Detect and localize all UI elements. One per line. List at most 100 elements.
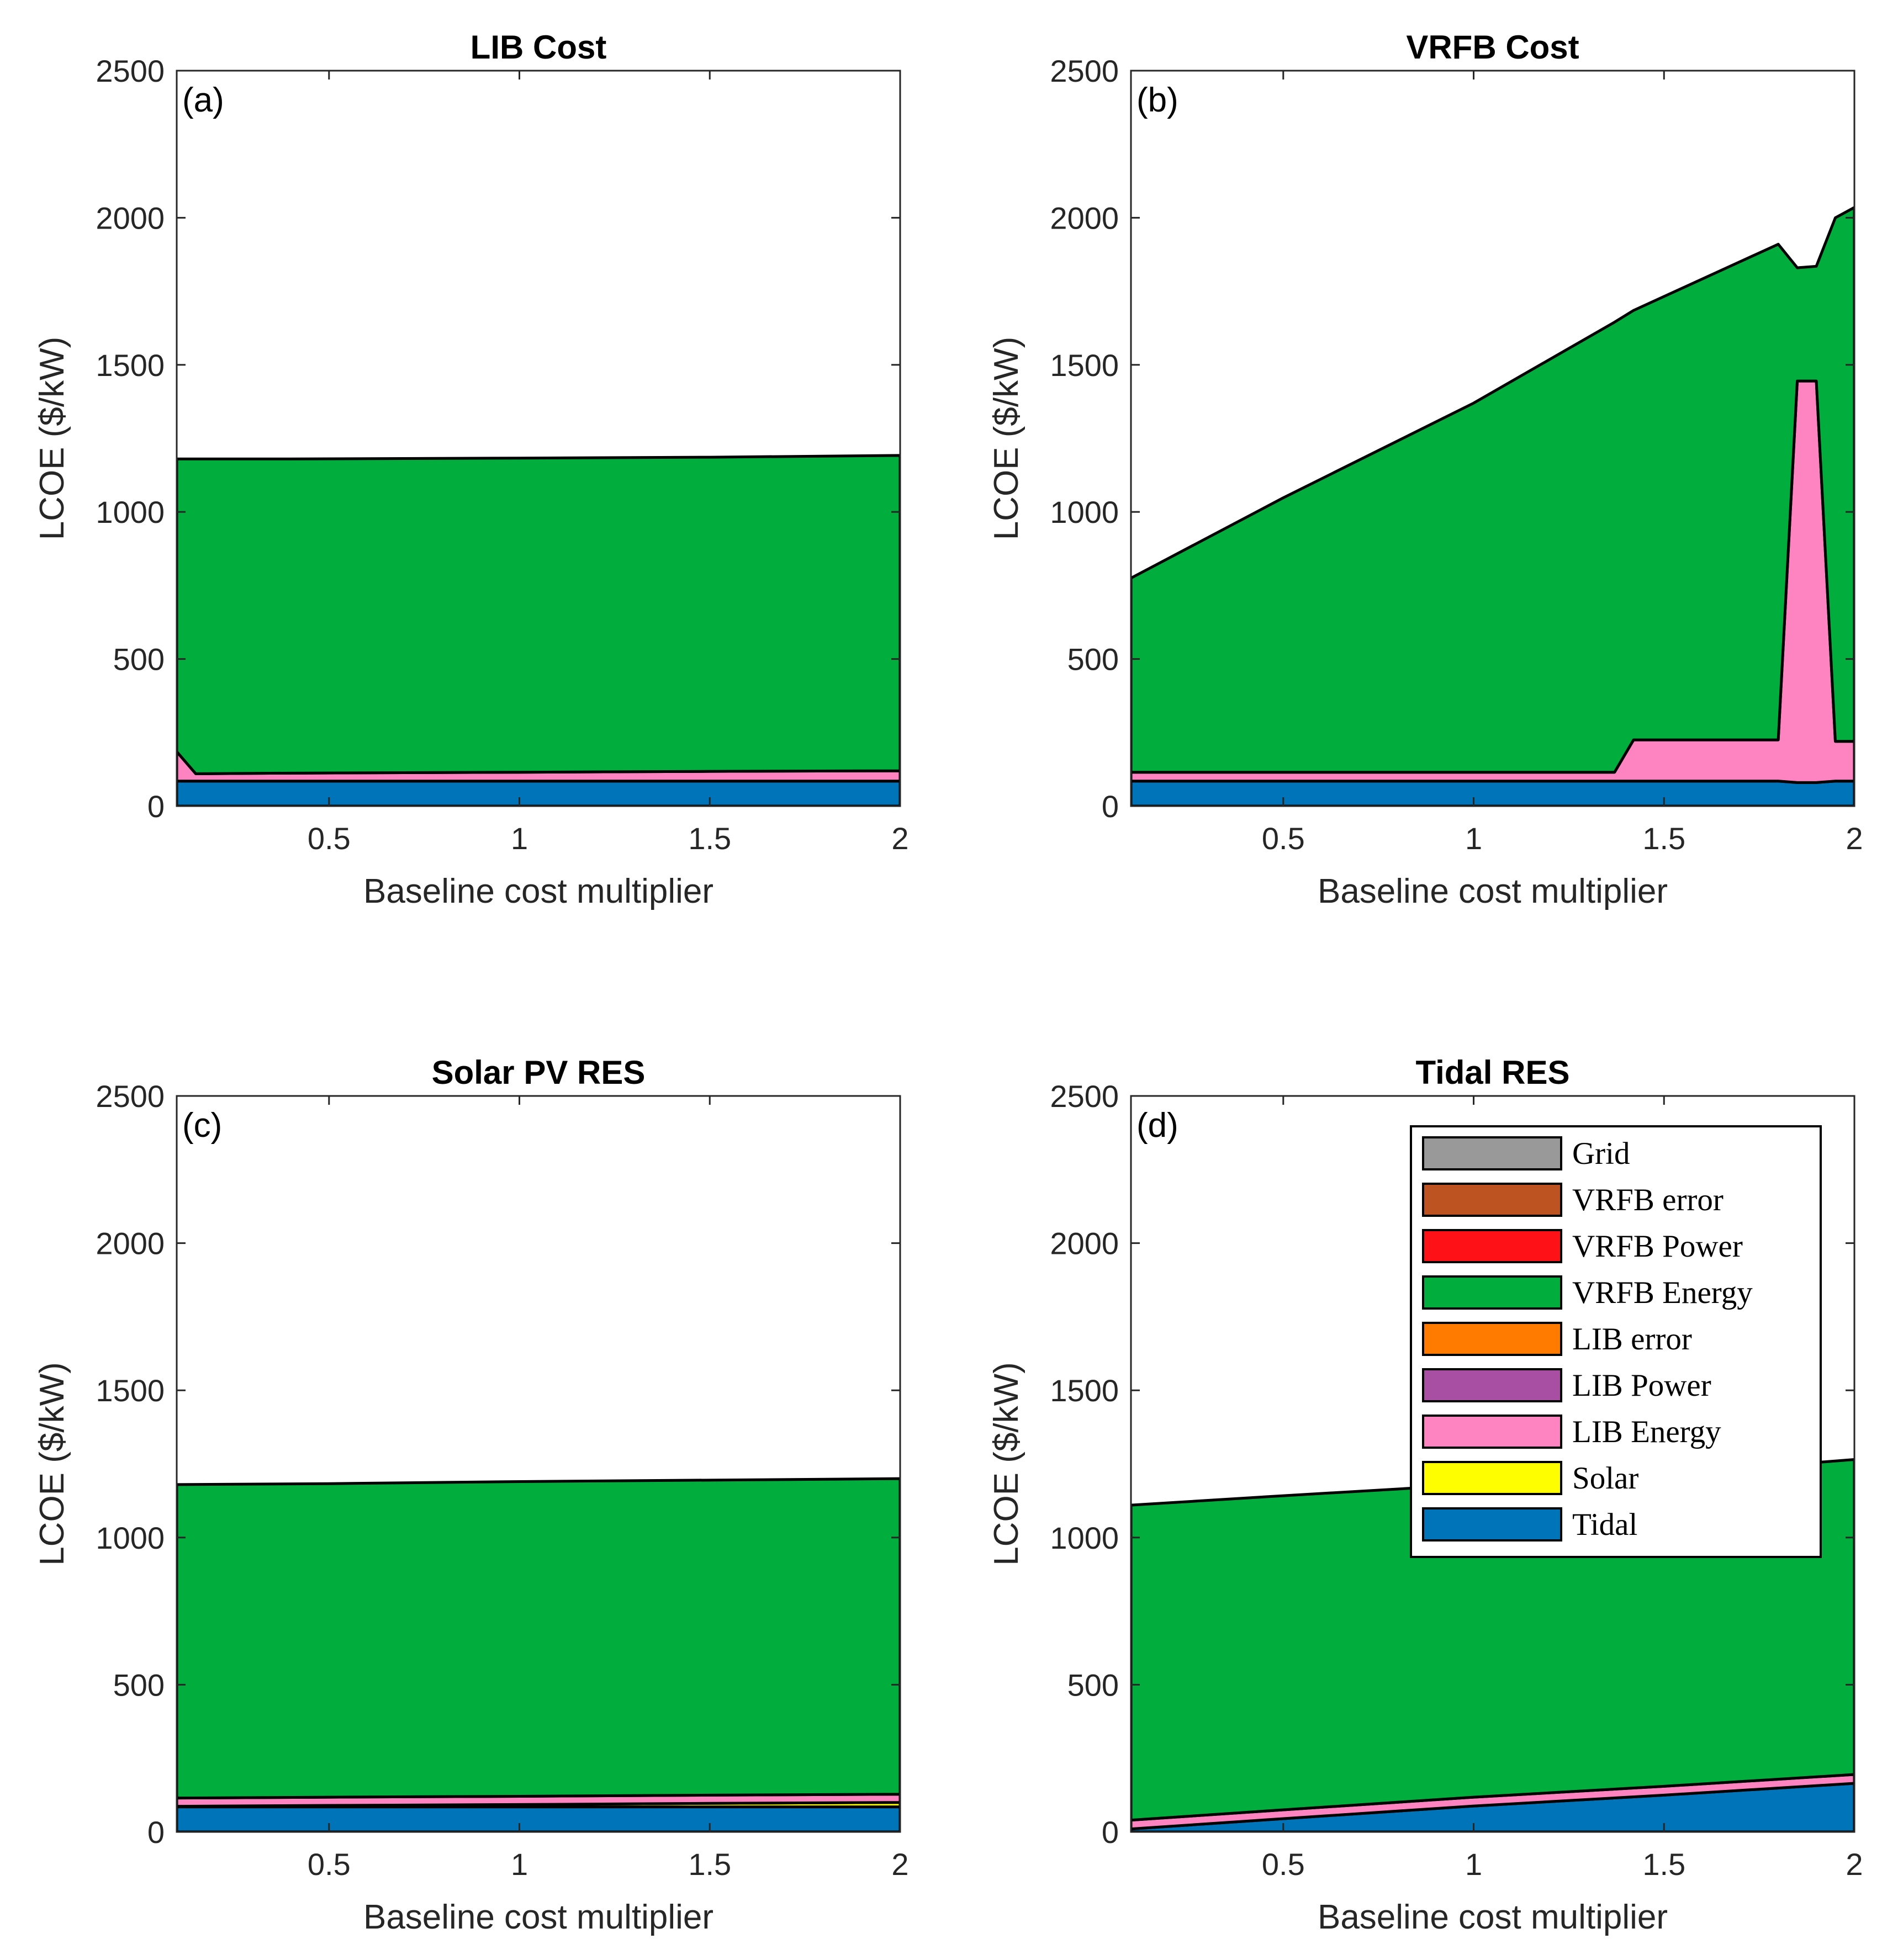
area-vrfb-energy (177, 1477, 900, 1800)
legend-label: VRFB Energy (1572, 1275, 1753, 1310)
legend-item-vrfb-error: VRFB error (1422, 1183, 1724, 1217)
legend-label: Grid (1572, 1136, 1630, 1171)
chart-panel-lib-cost: 0 500 1000 1500 2000 2500 0.5 1 1.5 2 LIB Cost (a) B… (33, 29, 909, 910)
x-tick-label: 1 (1465, 1847, 1482, 1882)
x-tick-label: 2 (891, 821, 908, 856)
legend-item-lib-power: LIB Power (1422, 1368, 1711, 1403)
axes-box (1130, 70, 1855, 807)
x-axis-label: Baseline cost multiplier (1318, 1898, 1668, 1936)
axes-box (1130, 1095, 1855, 1833)
y-axis-label: LCOE ($/kW) (33, 1362, 71, 1566)
x-axis-label: Baseline cost multiplier (1318, 872, 1668, 910)
area-vrfb-energy (1131, 206, 1854, 774)
legend-label: VRFB Power (1572, 1229, 1743, 1264)
legend-item-vrfb-energy: VRFB Energy (1422, 1275, 1753, 1310)
legend-swatch (1422, 1275, 1562, 1310)
legend-item-tidal: Tidal (1422, 1507, 1637, 1542)
area-vrfb-energy (177, 454, 900, 775)
legend: Grid VRFB error VRFB Power VRFB Energy LIB e… (1410, 1125, 1822, 1558)
y-tick-label: 1500 (96, 348, 165, 383)
x-tick-label: 1.5 (688, 821, 731, 856)
area-tidal (177, 1805, 900, 1832)
axes-box (176, 1095, 901, 1833)
x-tick-label: 0.5 (308, 1847, 351, 1882)
x-tick-label: 1 (1465, 821, 1482, 856)
axes-box (176, 70, 901, 807)
y-tick-label: 1500 (1050, 1373, 1119, 1408)
legend-swatch (1422, 1322, 1562, 1356)
legend-item-lib-error: LIB error (1422, 1322, 1692, 1357)
y-tick-label: 2500 (96, 1079, 165, 1114)
legend-item-lib-energy: LIB Energy (1422, 1415, 1721, 1449)
y-tick-label: 1000 (96, 495, 165, 529)
panel-label: (d) (1136, 1106, 1178, 1145)
y-tick-label: 2000 (96, 200, 165, 235)
legend-swatch (1422, 1368, 1562, 1402)
y-tick-label: 2000 (1050, 1226, 1119, 1261)
x-tick-label: 1.5 (688, 1847, 731, 1882)
stacked-areas (177, 1477, 900, 1832)
x-tick-label: 2 (891, 1847, 908, 1882)
x-tick-label: 0.5 (1262, 1847, 1305, 1882)
y-axis-label: LCOE ($/kW) (987, 337, 1025, 541)
legend-swatch (1422, 1415, 1562, 1449)
legend-label: Solar (1572, 1461, 1638, 1496)
legend-label: LIB error (1572, 1322, 1692, 1357)
legend-label: LIB Energy (1572, 1415, 1721, 1449)
x-tick-label: 2 (1846, 821, 1863, 856)
y-tick-label: 1000 (1050, 1521, 1119, 1555)
legend-swatch (1422, 1136, 1562, 1170)
x-axis-label: Baseline cost multiplier (363, 1898, 713, 1936)
y-tick-label: 2500 (1050, 1079, 1119, 1114)
y-axis-label: LCOE ($/kW) (33, 337, 71, 541)
area-tidal (1131, 780, 1854, 806)
legend-swatch (1422, 1507, 1562, 1541)
stacked-areas (1131, 206, 1854, 806)
x-tick-label: 0.5 (1262, 821, 1305, 856)
x-tick-label: 1 (511, 1847, 528, 1882)
y-tick-label: 0 (1102, 1815, 1119, 1850)
y-tick-label: 500 (1067, 1667, 1119, 1702)
y-tick-label: 1500 (96, 1373, 165, 1408)
area-tidal (177, 780, 900, 806)
y-tick-label: 0 (147, 1815, 165, 1850)
y-tick-label: 2500 (1050, 54, 1119, 88)
chart-panel-solar-pv-res: 0 500 1000 1500 2000 2500 0.5 1 1.5 2 Solar PV RES… (33, 1054, 909, 1936)
legend-label: VRFB error (1572, 1183, 1724, 1217)
stacked-areas (177, 454, 900, 806)
legend-swatch (1422, 1229, 1562, 1263)
y-tick-label: 500 (113, 642, 165, 677)
panel-label: (b) (1136, 81, 1178, 119)
y-tick-label: 1500 (1050, 348, 1119, 383)
panel-label: (a) (182, 81, 224, 119)
y-tick-label: 2000 (1050, 200, 1119, 235)
legend-swatch (1422, 1183, 1562, 1217)
x-axis-label: Baseline cost multiplier (363, 872, 713, 910)
x-tick-label: 1 (511, 821, 528, 856)
y-axis-label: LCOE ($/kW) (987, 1362, 1025, 1566)
y-tick-label: 1000 (96, 1521, 165, 1555)
x-tick-label: 2 (1846, 1847, 1863, 1882)
panel-label: (c) (182, 1106, 222, 1145)
x-tick-label: 1.5 (1642, 1847, 1685, 1882)
y-tick-label: 2000 (96, 1226, 165, 1261)
chart-title: VRFB Cost (1406, 29, 1579, 66)
legend-item-solar: Solar (1422, 1461, 1638, 1496)
y-tick-label: 2500 (96, 54, 165, 88)
chart-title: Tidal RES (1416, 1054, 1570, 1091)
x-tick-label: 0.5 (308, 821, 351, 856)
y-tick-label: 0 (147, 789, 165, 824)
legend-label: LIB Power (1572, 1368, 1711, 1403)
legend-item-grid: Grid (1422, 1136, 1630, 1171)
y-tick-label: 500 (113, 1667, 165, 1702)
legend-item-vrfb-power: VRFB Power (1422, 1229, 1743, 1264)
chart-title: Solar PV RES (432, 1054, 646, 1091)
y-tick-label: 500 (1067, 642, 1119, 677)
legend-swatch (1422, 1461, 1562, 1495)
chart-panel-vrfb-cost: 0 500 1000 1500 2000 2500 0.5 1 1.5 2 VRFB Cost (b)… (987, 29, 1863, 910)
y-tick-label: 0 (1102, 789, 1119, 824)
legend-label: Tidal (1572, 1507, 1637, 1542)
x-tick-label: 1.5 (1642, 821, 1685, 856)
y-tick-label: 1000 (1050, 495, 1119, 529)
